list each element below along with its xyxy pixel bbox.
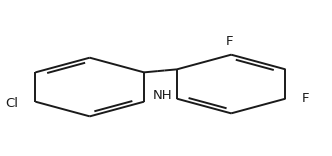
Text: Cl: Cl — [5, 97, 18, 110]
Text: F: F — [226, 35, 233, 48]
Text: NH: NH — [153, 89, 173, 102]
Text: F: F — [302, 92, 310, 105]
